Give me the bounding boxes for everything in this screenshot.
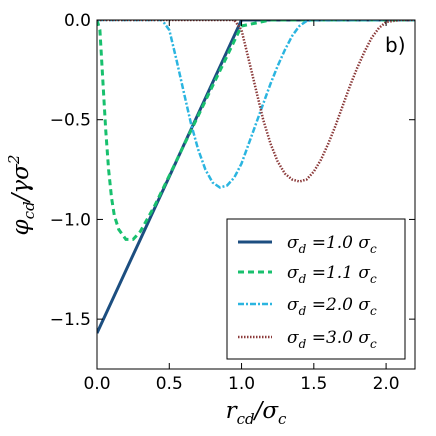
- y-tick-label: −0.5: [50, 111, 91, 131]
- series-line-4: [97, 20, 415, 183]
- legend-label-1: σd =1.0 σc: [287, 233, 377, 256]
- series-line-2: [97, 20, 415, 241]
- series-line-1: [97, 20, 415, 334]
- x-axis-label: rcd/σc: [226, 398, 287, 428]
- x-tick-label: 2.0: [373, 374, 400, 394]
- y-tick-label: −1.0: [50, 210, 91, 230]
- legend-label-3: σd =2.0 σc: [287, 295, 377, 318]
- legend-label-2: σd =1.1 σc: [287, 263, 377, 286]
- legend: σd =1.0 σc σd =1.1 σc σd =2.0 σc σd =3.0 σc: [226, 218, 406, 360]
- series-line-3: [97, 20, 415, 189]
- panel-label: b): [385, 33, 406, 57]
- x-tick-label: 1.5: [300, 374, 327, 394]
- legend-label-4: σd =3.0 σc: [287, 328, 377, 351]
- y-tick-label: 0.0: [64, 11, 91, 31]
- y-tick-label: −1.5: [50, 310, 91, 330]
- series-layer: [97, 20, 415, 334]
- ticks-layer: 0.0 0.5 1.0 1.5 2.0 0.0 −0.5 −1.0 −1.5: [50, 11, 415, 394]
- x-tick-label: 0.5: [156, 374, 183, 394]
- x-tick-label: 0.0: [83, 374, 110, 394]
- plot-frame: [96, 19, 416, 370]
- y-axis-label: φcd/γσ2: [5, 155, 38, 236]
- x-tick-label: 1.0: [228, 374, 255, 394]
